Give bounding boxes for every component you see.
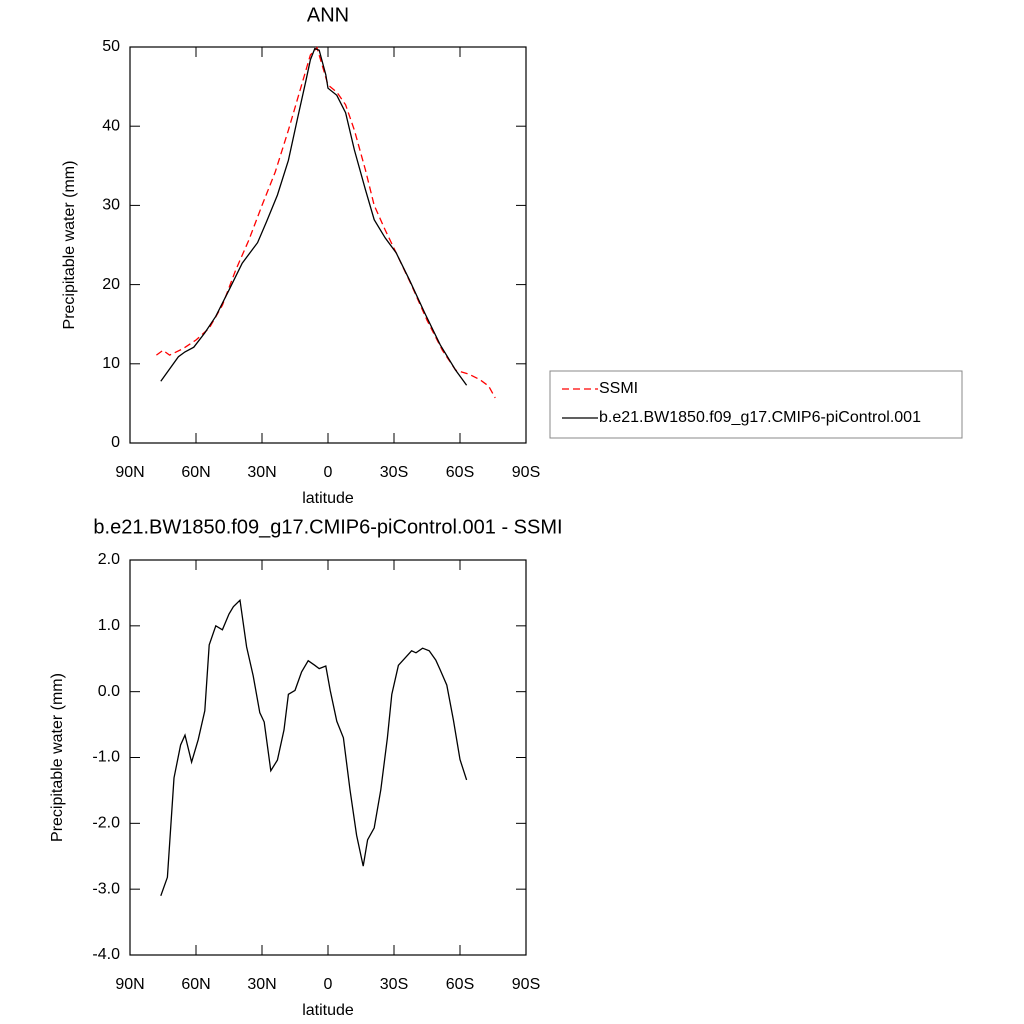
y-tick-label: 40	[102, 117, 120, 134]
data-line	[160, 598, 468, 897]
x-tick-label: 30N	[247, 464, 276, 481]
x-tick-label: 60N	[181, 976, 210, 993]
x-tick-label: 90S	[512, 464, 540, 481]
x-axis-label: latitude	[302, 1002, 354, 1019]
x-tick-label: 90S	[512, 976, 540, 993]
x-tick-label: 30S	[380, 976, 408, 993]
x-tick-label: 0	[324, 976, 333, 993]
y-tick-label: 30	[102, 197, 120, 214]
y-tick-label: -1.0	[92, 749, 120, 766]
x-tick-label: 60N	[181, 464, 210, 481]
y-tick-label: 2.0	[98, 551, 120, 568]
y-tick-label: 0	[111, 434, 120, 451]
x-tick-label: 60S	[446, 464, 474, 481]
x-tick-label: 90N	[115, 464, 144, 481]
y-tick-label: 20	[102, 276, 120, 293]
y-tick-label: 10	[102, 355, 120, 372]
y-tick-label: 0.0	[98, 683, 120, 700]
plot-frame	[129, 46, 527, 444]
y-axis-label: Precipitable water (mm)	[61, 161, 78, 330]
y-tick-label: 1.0	[98, 617, 120, 634]
legend-box	[549, 370, 963, 439]
y-tick-label: -2.0	[92, 815, 120, 832]
y-axis-label: Precipitable water (mm)	[49, 673, 66, 842]
y-tick-label: -4.0	[92, 946, 120, 963]
x-tick-label: 30S	[380, 464, 408, 481]
chart-title: b.e21.BW1850.f09_g17.CMIP6-piControl.001…	[93, 516, 562, 538]
x-axis-label: latitude	[302, 490, 354, 507]
x-tick-label: 30N	[247, 976, 276, 993]
legend-label: SSMI	[599, 380, 638, 397]
y-tick-label: -3.0	[92, 880, 120, 897]
x-tick-label: 0	[324, 464, 333, 481]
x-tick-label: 90N	[115, 976, 144, 993]
y-tick-label: 50	[102, 38, 120, 55]
legend-label: b.e21.BW1850.f09_g17.CMIP6-piControl.001	[599, 409, 921, 426]
data-line	[160, 47, 468, 386]
chart-title: ANN	[307, 4, 349, 26]
plot-frame	[129, 559, 527, 956]
data-line	[156, 46, 496, 399]
x-tick-label: 60S	[446, 976, 474, 993]
